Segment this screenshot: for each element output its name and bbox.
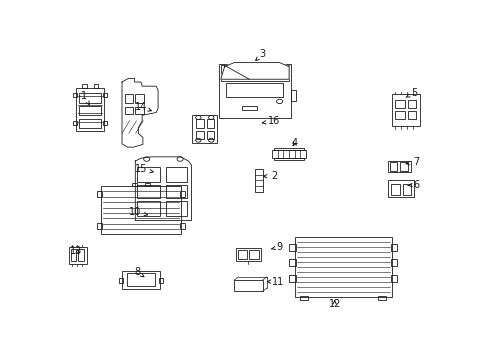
Bar [289,260,295,266]
Text: 13: 13 [70,246,82,256]
Bar [137,201,160,216]
Bar [255,169,263,192]
Bar [166,185,187,198]
Bar [94,84,98,87]
Text: 3: 3 [256,49,266,60]
Text: 1: 1 [81,91,89,105]
Bar [82,84,87,87]
Bar [295,237,392,297]
Bar [388,180,415,197]
Bar [69,247,87,264]
Text: 14: 14 [135,102,151,112]
Bar [180,223,185,229]
Bar [226,84,283,97]
Text: 8: 8 [134,267,144,277]
Bar [220,66,289,81]
Bar [400,162,408,171]
Bar [274,148,304,150]
Bar [137,167,160,182]
Bar [126,273,155,286]
Bar [74,121,77,125]
Bar [131,183,137,186]
Bar [408,111,416,120]
Bar [192,115,217,143]
Bar [74,93,77,97]
Bar [391,184,400,195]
Bar [166,201,187,216]
Text: 4: 4 [292,138,298,148]
Bar [219,64,291,118]
Text: 2: 2 [264,171,277,181]
Bar [403,184,412,195]
Bar [391,260,397,266]
Text: 16: 16 [262,116,280,126]
Bar [274,158,304,161]
Text: 12: 12 [328,299,341,309]
Bar [242,105,257,110]
Bar [289,275,295,282]
Bar [159,278,163,283]
Bar [196,120,204,128]
Bar [79,105,101,115]
Bar [289,244,295,251]
Text: 5: 5 [406,88,417,98]
Bar [391,244,397,251]
Bar [135,94,144,103]
Bar [76,87,104,131]
Bar [97,223,102,229]
Bar [135,107,144,114]
Polygon shape [220,63,289,79]
Bar [392,94,420,126]
Bar [388,161,411,172]
Text: 9: 9 [271,242,283,252]
Text: 6: 6 [408,180,419,190]
Bar [234,280,263,291]
Bar [196,131,204,139]
Bar [394,100,405,108]
Bar [103,121,107,125]
Bar [300,296,308,300]
Bar [390,162,397,171]
Bar [394,111,405,120]
Text: 7: 7 [406,157,419,167]
Bar [291,90,295,102]
Bar [124,94,133,103]
Bar [137,185,160,198]
Bar [378,296,386,300]
Bar [249,250,259,260]
Bar [207,131,214,139]
Bar [166,167,187,182]
Bar [79,120,101,128]
Bar [238,250,247,260]
Bar [391,275,397,282]
Bar [103,93,107,97]
Bar [236,248,261,261]
Bar [101,186,181,234]
Bar [79,93,101,103]
Text: 15: 15 [135,164,153,174]
Bar [97,191,102,197]
Bar [71,249,76,261]
Text: 11: 11 [268,276,284,287]
Bar [122,270,160,288]
Bar [272,150,306,158]
Bar [145,183,150,186]
Bar [78,249,84,261]
Bar [180,191,185,197]
Bar [124,107,133,114]
Bar [119,278,123,283]
Bar [408,100,416,108]
Text: 10: 10 [129,207,147,217]
Bar [207,120,214,128]
